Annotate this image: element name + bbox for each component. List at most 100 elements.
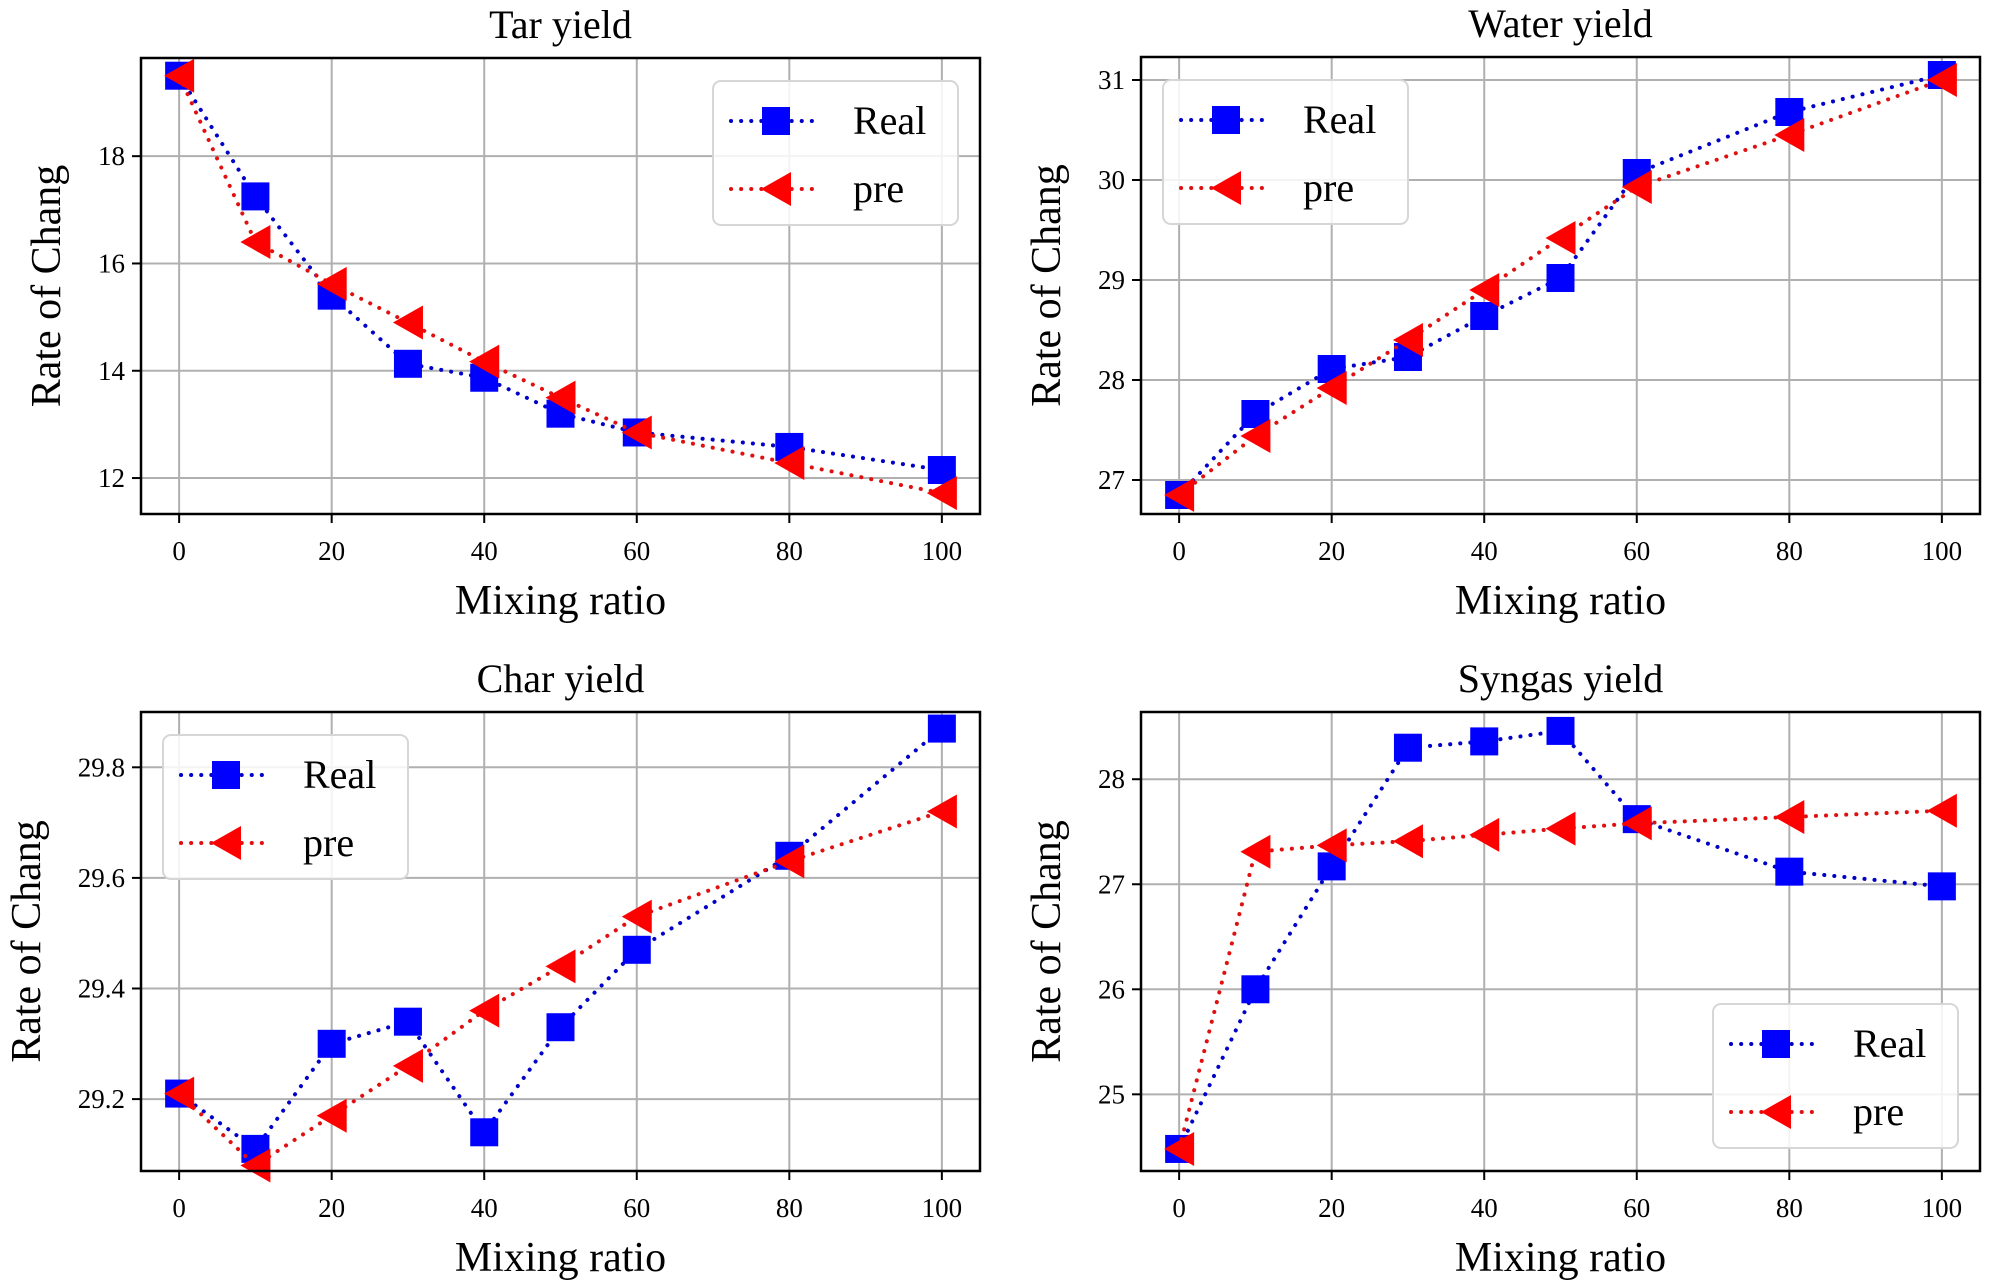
y-tick-label: 28: [1098, 764, 1125, 794]
data-point-pre: [1621, 170, 1652, 204]
y-tick-label: 30: [1098, 165, 1125, 195]
axes-frame: [1139, 55, 1982, 516]
y-tick-label: 25: [1098, 1079, 1125, 1109]
legend-item-pre: pre: [1179, 165, 1354, 210]
legend-item-pre: pre: [729, 166, 904, 211]
legend-item-pre: pre: [179, 820, 354, 865]
y-axis-label: Rate of Chang: [4, 820, 50, 1063]
x-tick-label: 100: [922, 536, 963, 566]
ticks: 0 20 40 60 80 100 12 14 16 18: [98, 141, 962, 566]
y-tick-label: 28: [1098, 365, 1125, 395]
y-tick-label: 29.6: [78, 863, 125, 893]
y-tick-label: 12: [98, 463, 125, 493]
data-point-pre: [1926, 63, 1957, 97]
x-tick-label: 40: [1471, 1193, 1498, 1223]
data-point-pre: [926, 476, 957, 511]
data-point-pre: [1545, 811, 1576, 846]
series-real: [165, 714, 956, 1163]
data-point-real: [393, 1007, 422, 1036]
square-marker-icon: [1762, 1030, 1790, 1058]
legend: Real pre: [162, 734, 409, 880]
chart-title: Char yield: [477, 656, 645, 701]
data-point-pre: [774, 446, 805, 481]
legend-item-pre: pre: [1729, 1089, 1904, 1134]
x-tick-label: 100: [922, 1193, 963, 1223]
chart-title: Water yield: [1468, 1, 1652, 46]
x-tick-label: 60: [1623, 536, 1650, 566]
data-point-real: [470, 1118, 499, 1147]
data-point-real: [1546, 264, 1575, 292]
x-axis-label: Mixing ratio: [1455, 578, 1666, 624]
data-point-real: [1241, 975, 1270, 1004]
data-point-pre: [1926, 793, 1957, 828]
triangle-left-marker-icon: [761, 172, 791, 206]
data-point-pre: [240, 225, 271, 260]
data-point-real: [927, 714, 956, 743]
data-point-real: [1393, 733, 1422, 762]
data-point-pre: [1240, 834, 1271, 869]
legend-item-real: Real: [1179, 97, 1376, 142]
y-tick-label: 16: [98, 248, 125, 278]
legend: Real pre: [712, 80, 959, 226]
data-point-pre: [926, 794, 957, 829]
legend-label: pre: [1853, 1089, 1904, 1134]
data-point-real: [241, 182, 270, 211]
x-tick-label: 0: [1172, 1193, 1186, 1223]
data-point-pre: [1316, 828, 1347, 863]
axes-frame: [139, 710, 982, 1173]
x-axis-label: Mixing ratio: [455, 578, 666, 624]
data-point-pre: [164, 1076, 195, 1111]
triangle-left-marker-icon: [1211, 171, 1241, 205]
x-tick-label: 80: [1776, 536, 1803, 566]
data-point-pre: [469, 993, 500, 1028]
x-tick-label: 60: [1623, 1193, 1650, 1223]
data-point-real: [317, 1029, 346, 1058]
series-line-pre: [177, 73, 944, 496]
legend-item-real: Real: [729, 98, 926, 143]
x-tick-label: 60: [623, 1193, 650, 1223]
axes-frame: [139, 56, 982, 516]
series-pre: [164, 58, 957, 511]
legend-item-real: Real: [1729, 1021, 1926, 1066]
data-point-pre: [545, 380, 576, 415]
data-point-pre: [240, 1148, 271, 1183]
data-point-real: [1927, 872, 1956, 901]
data-point-pre: [1469, 273, 1500, 307]
data-point-pre: [392, 1048, 423, 1083]
x-tick-label: 20: [1318, 1193, 1345, 1223]
data-point-pre: [545, 949, 576, 984]
data-point-pre: [1164, 1131, 1195, 1166]
legend-label: pre: [853, 166, 904, 211]
data-point-pre: [1774, 800, 1805, 835]
data-point-pre: [164, 58, 195, 93]
y-tick-label: 31: [1098, 65, 1125, 95]
data-point-pre: [1392, 323, 1423, 357]
data-point-pre: [469, 344, 500, 379]
y-tick-label: 18: [98, 141, 125, 171]
chart-title: Tar yield: [489, 2, 632, 47]
legend-label: Real: [1303, 97, 1376, 142]
data-point-real: [1470, 727, 1499, 756]
y-tick-label: 29: [1098, 265, 1125, 295]
data-point-pre: [1774, 118, 1805, 152]
chart-title: Syngas yield: [1458, 656, 1664, 701]
data-point-real: [393, 349, 422, 378]
x-tick-label: 100: [1922, 1193, 1963, 1223]
y-tick-label: 27: [1098, 465, 1125, 495]
data-point-pre: [1392, 824, 1423, 859]
x-tick-label: 0: [1172, 536, 1186, 566]
x-tick-label: 0: [172, 536, 186, 566]
x-tick-label: 20: [1318, 536, 1345, 566]
legend: Real pre: [1162, 79, 1409, 225]
data-point-pre: [774, 844, 805, 879]
x-tick-label: 60: [623, 536, 650, 566]
legend-label: Real: [1853, 1021, 1926, 1066]
y-axis-label: Rate of Chang: [1024, 164, 1070, 407]
square-marker-icon: [1212, 106, 1240, 134]
data-point-pre: [1164, 478, 1195, 512]
data-point-pre: [392, 305, 423, 340]
square-marker-icon: [212, 761, 240, 789]
ticks: 0 20 40 60 80 100 29.2 29.4 29.6 29.8: [78, 752, 962, 1223]
series-pre: [1164, 63, 1957, 512]
